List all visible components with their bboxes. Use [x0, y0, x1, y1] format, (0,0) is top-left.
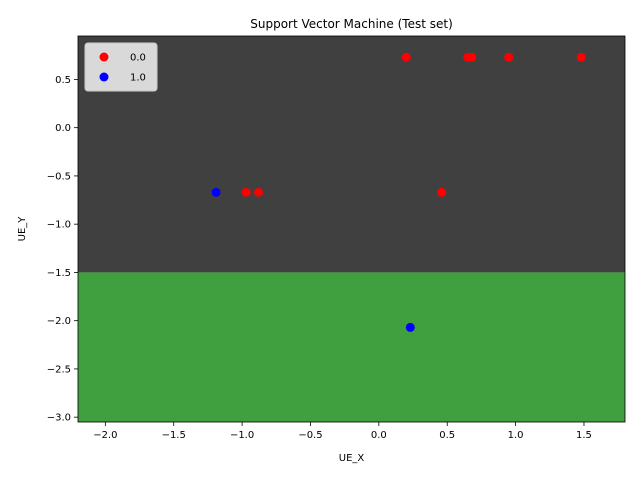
x-tick-label: −0.5 — [298, 430, 322, 441]
y-axis-label: UE_Y — [17, 216, 28, 242]
y-tick-label: −1.5 — [47, 268, 71, 279]
y-tick-label: −2.5 — [47, 364, 71, 375]
chart-title: Support Vector Machine (Test set) — [250, 17, 453, 31]
x-tick-label: −2.0 — [93, 430, 117, 441]
x-tick-label: 0.0 — [371, 430, 387, 441]
x-tick-label: 1.5 — [576, 430, 592, 441]
decision-region-1 — [78, 272, 625, 422]
point-class-0-4 — [576, 52, 586, 62]
x-axis-ticks: −2.0 −1.5 −1.0 −0.5 0.0 0.5 1.0 1.5 — [93, 422, 592, 441]
scatter-points — [211, 52, 586, 332]
point-class-0-6 — [254, 187, 264, 197]
y-tick-label: −1.0 — [47, 220, 71, 231]
decision-region-0 — [78, 36, 625, 273]
y-tick-label: −3.0 — [47, 413, 71, 424]
x-axis-label: UE_X — [339, 453, 365, 464]
decision-regions — [78, 36, 625, 422]
point-class-0-0 — [401, 52, 411, 62]
plot-frame — [77, 35, 626, 423]
point-class-0-2 — [467, 52, 477, 62]
y-tick-label: 0.0 — [55, 123, 71, 134]
point-class-0-7 — [437, 187, 447, 197]
x-tick-label: 0.5 — [439, 430, 455, 441]
legend-box — [84, 42, 158, 92]
y-axis-ticks: 0.5 0.0 −0.5 −1.0 −1.5 −2.0 −2.5 −3.0 — [47, 75, 78, 424]
x-tick-label: 1.0 — [508, 430, 524, 441]
x-tick-label: −1.5 — [162, 430, 186, 441]
legend: 0.0 1.0 — [84, 42, 158, 92]
legend-label: 1.0 — [130, 73, 146, 84]
y-tick-label: −0.5 — [47, 171, 71, 182]
legend-label: 0.0 — [130, 53, 146, 64]
legend-marker — [99, 52, 109, 62]
point-class-0-5 — [241, 187, 251, 197]
x-tick-label: −1.0 — [230, 430, 254, 441]
y-tick-label: 0.5 — [55, 75, 71, 86]
y-tick-label: −2.0 — [47, 316, 71, 327]
point-class-1-0 — [211, 187, 221, 197]
point-class-0-3 — [504, 52, 514, 62]
point-class-1-1 — [405, 322, 415, 332]
legend-marker — [99, 72, 109, 82]
